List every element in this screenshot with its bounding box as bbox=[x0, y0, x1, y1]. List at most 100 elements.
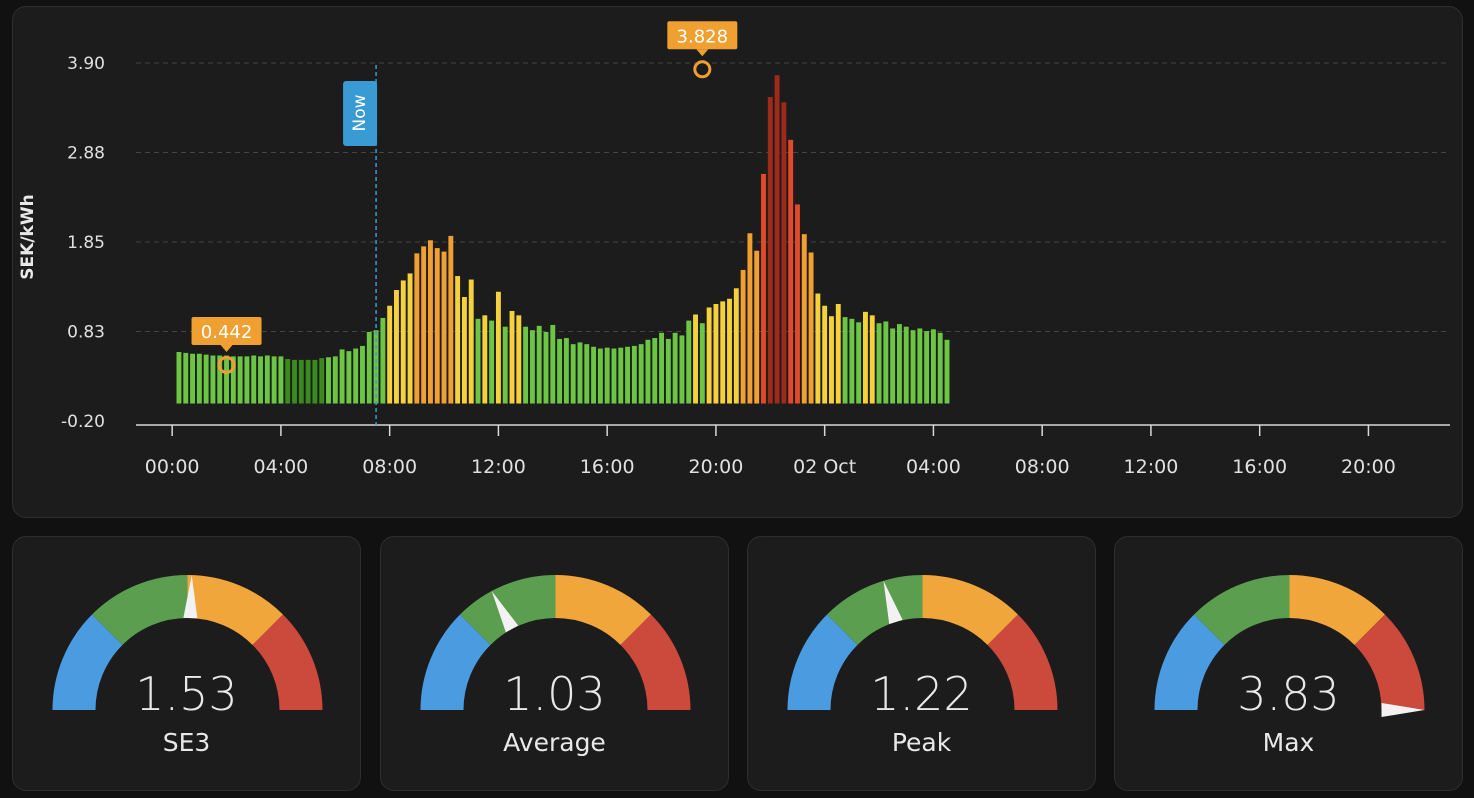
price-bar bbox=[366, 331, 372, 404]
x-tick-label: 02 Oct bbox=[793, 456, 856, 478]
price-bar bbox=[754, 250, 760, 404]
price-bar bbox=[849, 318, 855, 404]
price-bar bbox=[210, 355, 216, 404]
gauge-segment-very-high bbox=[620, 614, 691, 710]
price-bar bbox=[217, 355, 223, 404]
price-bar bbox=[563, 338, 569, 404]
price-bar bbox=[489, 320, 495, 404]
price-bar bbox=[618, 347, 624, 404]
price-bar bbox=[305, 359, 311, 404]
gauge-segment-normal bbox=[460, 575, 556, 645]
x-tick-label: 12:00 bbox=[1124, 456, 1179, 478]
y-tick-label: -0.20 bbox=[61, 412, 105, 432]
price-bar bbox=[292, 359, 297, 404]
gauge-segment-very-high bbox=[987, 614, 1058, 710]
price-bar bbox=[910, 330, 916, 404]
price-bar bbox=[455, 276, 461, 404]
price-bar bbox=[625, 346, 631, 404]
price-bar bbox=[638, 344, 644, 404]
price-bar bbox=[285, 359, 291, 404]
gauge-needle bbox=[1381, 703, 1425, 717]
gauge-value: 1.03 bbox=[503, 667, 606, 721]
x-tick-label: 16:00 bbox=[1232, 456, 1287, 478]
price-bar bbox=[631, 345, 637, 404]
gauge-name: Average bbox=[503, 728, 606, 757]
price-bar bbox=[863, 311, 868, 404]
price-bar bbox=[360, 345, 365, 404]
price-bar bbox=[387, 305, 393, 404]
gauge-needle bbox=[183, 575, 198, 619]
price-bar bbox=[903, 326, 909, 404]
price-bar bbox=[312, 359, 318, 404]
price-bar bbox=[244, 356, 250, 404]
price-bar bbox=[584, 344, 590, 404]
gauge-needle bbox=[883, 580, 903, 624]
price-bar bbox=[577, 342, 583, 404]
gauge-card-max[interactable]: 3.83 Max bbox=[1114, 536, 1463, 791]
max-marker-tag-pointer bbox=[696, 49, 709, 57]
price-bar bbox=[706, 307, 712, 404]
price-bar bbox=[529, 330, 535, 404]
price-bar bbox=[353, 348, 359, 404]
price-bar bbox=[509, 310, 515, 404]
price-bar bbox=[271, 356, 277, 404]
gauge-segment-high bbox=[555, 575, 651, 645]
gauge-card-peak[interactable]: 1.22 Peak bbox=[747, 536, 1096, 791]
gauge-value: 1.22 bbox=[870, 667, 973, 721]
price-bar bbox=[278, 356, 284, 404]
gauge-segment-normal bbox=[92, 575, 188, 645]
price-bar bbox=[835, 303, 841, 404]
price-bar bbox=[896, 324, 902, 404]
price-bar bbox=[699, 323, 705, 404]
gauge-dial bbox=[52, 575, 323, 710]
x-tick-label: 20:00 bbox=[689, 456, 744, 478]
price-bar bbox=[930, 329, 936, 404]
price-bar bbox=[740, 269, 746, 404]
y-tick-label: 3.90 bbox=[67, 54, 105, 74]
max-marker-point bbox=[693, 60, 712, 79]
price-bar bbox=[829, 316, 834, 404]
price-bar bbox=[543, 331, 549, 404]
price-bar bbox=[332, 356, 338, 404]
price-bar bbox=[414, 253, 420, 404]
price-bar bbox=[339, 349, 345, 404]
gauge-dial bbox=[420, 575, 691, 710]
price-bar bbox=[876, 323, 882, 404]
gauge-card-average[interactable]: 1.03 Average bbox=[380, 536, 729, 791]
gauge-value: 1.53 bbox=[135, 667, 238, 721]
price-bar bbox=[400, 280, 406, 404]
price-bar bbox=[645, 339, 651, 404]
now-tag bbox=[343, 81, 378, 146]
price-bar bbox=[203, 354, 209, 404]
x-tick-label: 04:00 bbox=[254, 456, 309, 478]
gauge-segment-normal bbox=[827, 575, 923, 645]
price-bar bbox=[774, 75, 780, 404]
gauge-segment-very-high bbox=[1354, 614, 1425, 710]
price-bar bbox=[659, 332, 664, 404]
x-tick-label: 12:00 bbox=[471, 456, 526, 478]
price-bar bbox=[516, 315, 522, 404]
price-bar bbox=[883, 321, 889, 404]
price-bar bbox=[190, 353, 195, 404]
price-bar bbox=[944, 339, 950, 404]
price-bar bbox=[611, 348, 617, 404]
gauge-segment-high bbox=[1289, 575, 1385, 645]
price-bar bbox=[869, 315, 875, 404]
price-bar bbox=[196, 353, 202, 404]
price-bar bbox=[380, 317, 386, 404]
price-bar bbox=[842, 317, 848, 404]
gauge-segment-normal bbox=[1194, 575, 1290, 645]
price-bar bbox=[428, 240, 433, 404]
price-bar bbox=[421, 246, 427, 404]
price-bar bbox=[652, 338, 658, 404]
x-tick-label: 16:00 bbox=[580, 456, 635, 478]
price-bar bbox=[441, 251, 447, 404]
price-bar bbox=[550, 324, 556, 404]
price-bar bbox=[713, 303, 719, 404]
price-bar bbox=[570, 344, 576, 404]
gauge-card-se3[interactable]: 1.53 SE3 bbox=[12, 536, 361, 791]
min-marker-label: 0.442 bbox=[201, 322, 253, 343]
price-bar bbox=[251, 355, 257, 404]
now-label: Now bbox=[350, 94, 370, 131]
price-bar bbox=[686, 320, 692, 404]
